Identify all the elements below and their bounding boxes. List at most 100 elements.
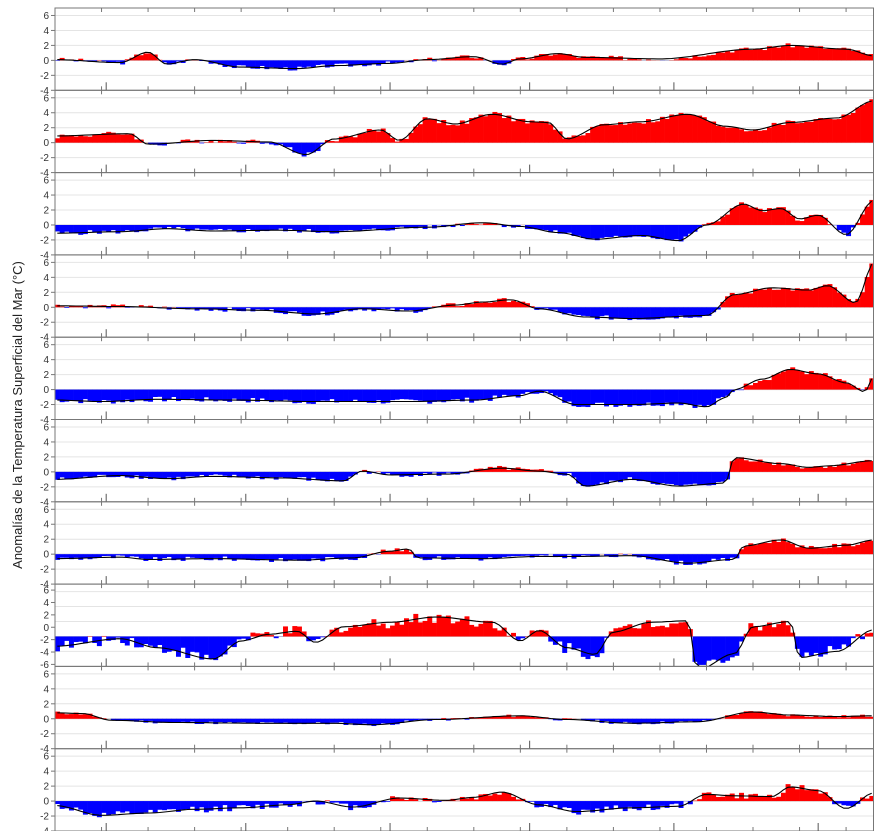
bar [567, 390, 572, 402]
bar [353, 390, 358, 400]
bar [758, 797, 763, 801]
bar [818, 467, 823, 472]
bar [223, 719, 228, 723]
bar [604, 124, 609, 143]
bar [306, 143, 311, 153]
bar [674, 225, 679, 239]
bar [520, 554, 525, 556]
y-tick-label: 0 [43, 467, 49, 478]
bar [581, 225, 586, 238]
bar [706, 792, 711, 801]
bar [269, 801, 274, 808]
bar [334, 390, 339, 403]
bar [506, 390, 511, 396]
bar [330, 141, 335, 143]
bar [488, 621, 493, 637]
bar [762, 380, 767, 390]
bar [348, 137, 353, 143]
bar [213, 225, 218, 230]
bar [283, 472, 288, 478]
bar [125, 307, 130, 308]
bar [762, 50, 767, 60]
bar [83, 136, 88, 142]
bar [232, 554, 237, 561]
bar [776, 797, 781, 801]
bar [697, 472, 702, 485]
bar [371, 619, 376, 636]
bar [115, 390, 120, 402]
bar [827, 284, 832, 307]
bar [595, 126, 600, 142]
bar [674, 801, 679, 804]
bar [348, 628, 353, 637]
bar [129, 801, 134, 814]
bar [232, 472, 237, 475]
bar [64, 636, 69, 640]
bar [451, 125, 456, 143]
bar [627, 123, 632, 142]
bar [269, 554, 274, 562]
bar [97, 134, 102, 142]
bar [702, 636, 707, 664]
bar [581, 801, 586, 810]
y-tick-label: -2 [40, 318, 49, 329]
bar [330, 801, 335, 803]
bar [502, 792, 507, 801]
bar [469, 58, 474, 60]
bar [767, 543, 772, 554]
bar [734, 798, 739, 801]
bar [814, 288, 819, 307]
bar [492, 794, 497, 801]
bar [544, 225, 549, 230]
bar [744, 205, 749, 225]
bar [641, 390, 646, 406]
bar [511, 121, 516, 142]
bar [786, 121, 791, 143]
y-tick-label: 0 [43, 714, 49, 725]
y-tick-label: 2 [43, 206, 49, 217]
bar [83, 554, 88, 557]
bar [404, 139, 409, 143]
y-tick-label: 6 [43, 340, 49, 351]
bar [288, 143, 293, 148]
bar [120, 472, 125, 476]
bar [641, 719, 646, 723]
bar [767, 795, 772, 801]
bar [218, 225, 223, 229]
bar [604, 719, 609, 721]
bar [772, 47, 777, 60]
bar [92, 801, 97, 816]
bar [120, 554, 125, 555]
bar [795, 547, 800, 554]
bar [553, 225, 558, 230]
bar [348, 554, 353, 560]
bar [688, 472, 693, 485]
bar [632, 59, 637, 60]
bar [371, 390, 376, 403]
bar [241, 60, 246, 65]
bar [269, 60, 274, 67]
bar [153, 719, 158, 724]
bar [483, 554, 488, 558]
bar [511, 554, 516, 556]
bar [599, 307, 604, 316]
bar [339, 60, 344, 63]
y-tick-label: 6 [43, 505, 49, 516]
bar [627, 472, 632, 477]
bar [739, 129, 744, 142]
bar [637, 123, 642, 143]
bar [451, 390, 456, 400]
y-tick-label: 4 [43, 437, 49, 448]
bar [115, 636, 120, 637]
bar [278, 719, 283, 724]
bar [637, 390, 642, 406]
bar [585, 472, 590, 487]
bar [125, 135, 130, 143]
bar [88, 137, 93, 143]
bar [618, 390, 623, 406]
bar [399, 225, 404, 227]
bar [162, 554, 167, 558]
bar [446, 616, 451, 637]
bar [832, 49, 837, 61]
bar [865, 799, 870, 801]
